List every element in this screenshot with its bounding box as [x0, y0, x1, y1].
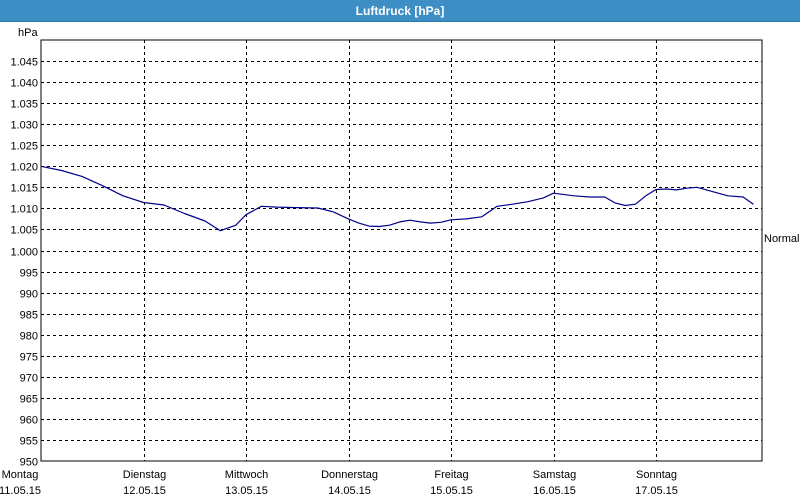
y-tick-label: 960	[20, 415, 38, 427]
y-tick-label: 965	[20, 394, 38, 406]
pressure-series-line	[40, 165, 754, 232]
x-tick-day-label: Sonntag	[636, 469, 677, 481]
chart-title: Luftdruck [hPa]	[0, 0, 800, 22]
y-tick-label: 1.000	[10, 247, 38, 259]
x-tick-day-label: Mittwoch	[225, 469, 268, 481]
y-tick-label: 980	[20, 331, 38, 343]
x-tick-date-label: 14.05.15	[328, 485, 371, 497]
y-axis-labels: 950 955 960 965 970 975 980 985 990 995 1.000 1.005…	[10, 57, 38, 469]
normal-reference-label: Normal	[764, 233, 799, 245]
y-tick-label: 975	[20, 352, 38, 364]
x-tick-day-label: Donnerstag	[321, 469, 378, 481]
grid	[41, 40, 762, 461]
pressure-chart: 950 955 960 965 970 975 980 985 990 995 1.000 1.005…	[0, 27, 799, 497]
x-tick-day-label: Montag	[2, 469, 39, 481]
y-tick-label: 1.025	[10, 141, 38, 153]
x-tick-day-label: Dienstag	[123, 469, 166, 481]
y-tick-label: 1.040	[10, 78, 38, 90]
y-tick-label: 1.035	[10, 99, 38, 111]
y-tick-label: 970	[20, 373, 38, 385]
y-tick-label: 995	[20, 268, 38, 280]
y-tick-label: 950	[20, 457, 38, 469]
y-tick-label: 955	[20, 436, 38, 448]
x-tick-date-label: 15.05.15	[430, 485, 473, 497]
x-tick-date-label: 17.05.15	[635, 485, 678, 497]
x-axis-labels: Montag 11.05.15 Dienstag 12.05.15 Mittwoch 13…	[0, 469, 678, 497]
x-tick-date-label: 11.05.15	[0, 485, 41, 497]
x-tick-date-label: 13.05.15	[225, 485, 268, 497]
y-tick-label: 990	[20, 289, 38, 301]
y-tick-label: 1.045	[10, 57, 38, 69]
series-layer	[40, 165, 754, 232]
plot-frame	[40, 39, 763, 462]
x-tick-date-label: 16.05.15	[533, 485, 576, 497]
y-tick-label: 1.015	[10, 183, 38, 195]
x-tick-date-label: 12.05.15	[123, 485, 166, 497]
x-tick-day-label: Freitag	[434, 469, 468, 481]
y-tick-label: 1.020	[10, 162, 38, 174]
x-tick-day-label: Samstag	[533, 469, 576, 481]
y-axis-unit: hPa	[18, 27, 38, 39]
y-tick-label: 1.005	[10, 225, 38, 237]
y-tick-label: 985	[20, 310, 38, 322]
y-tick-label: 1.030	[10, 120, 38, 132]
y-tick-label: 1.010	[10, 204, 38, 216]
